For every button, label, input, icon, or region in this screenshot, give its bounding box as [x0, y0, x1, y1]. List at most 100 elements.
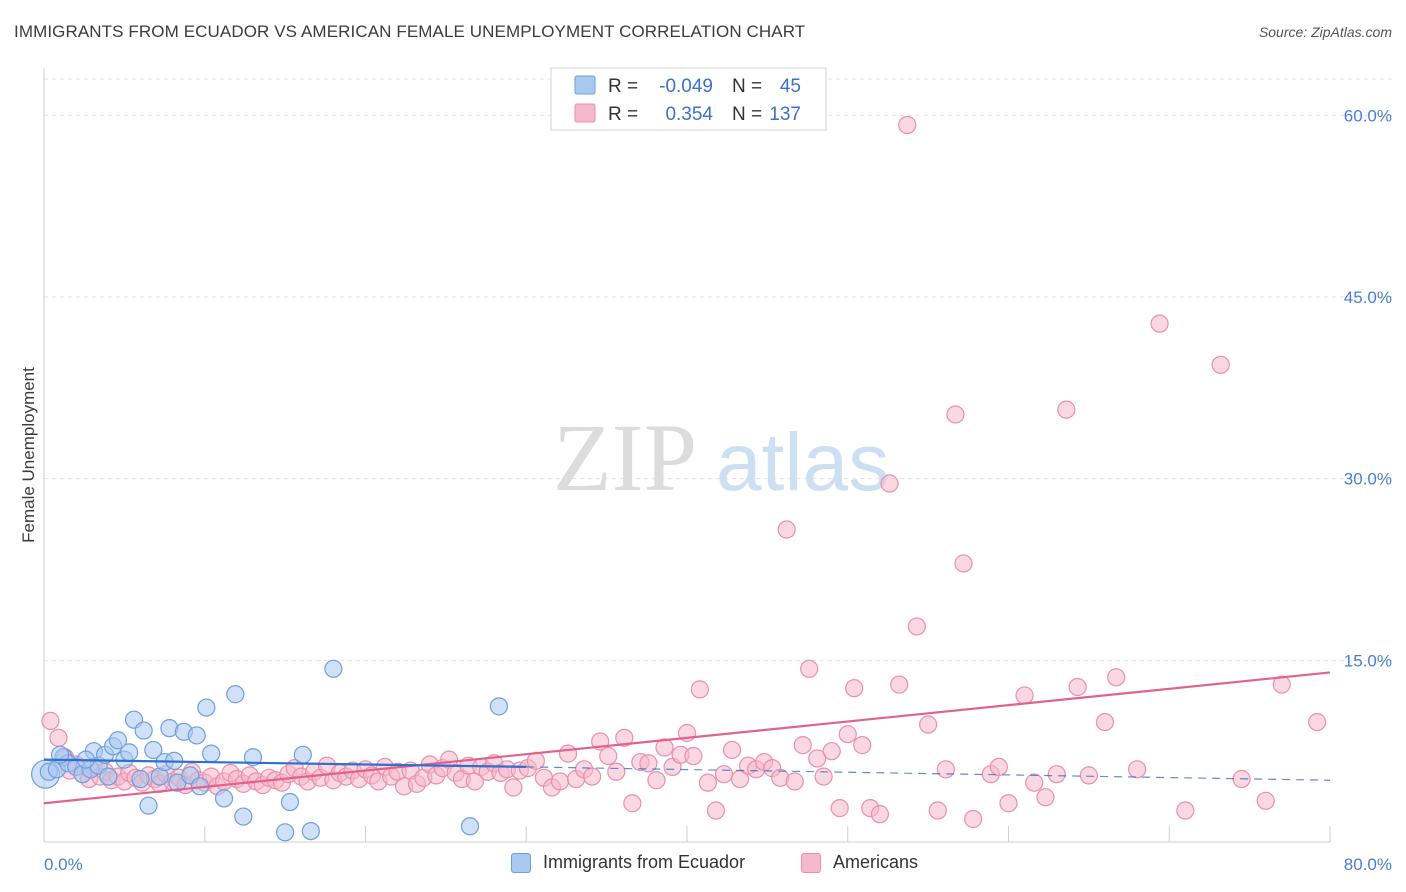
ecuador-point: [187, 726, 206, 745]
ecuador-point: [134, 721, 153, 740]
americans-point: [49, 728, 68, 747]
legend-n-label-americans: N =: [732, 104, 762, 125]
americans-point: [999, 794, 1018, 813]
americans-point: [1036, 788, 1055, 807]
ecuador-point: [234, 807, 253, 826]
americans-point: [1095, 712, 1115, 732]
legend-label-americans: Americans: [833, 852, 919, 872]
legend-label-ecuador: Immigrants from Ecuador: [543, 852, 746, 872]
americans-point: [785, 772, 804, 791]
americans-point: [615, 728, 634, 747]
americans-point: [793, 736, 812, 755]
ecuador-trend-line-extension: [526, 766, 1331, 781]
americans-points: [41, 115, 1327, 829]
americans-point: [558, 744, 578, 763]
ecuador-point: [144, 740, 163, 760]
americans-point: [898, 115, 917, 135]
ecuador-point: [301, 821, 320, 841]
y-axis-label: Female Unemployment: [19, 367, 38, 543]
americans-point: [777, 520, 796, 539]
legend-item-americans[interactable]: Americans: [801, 852, 918, 873]
ecuador-point: [276, 823, 295, 842]
americans-point: [722, 740, 742, 760]
x-tick-label-min: 0.0%: [44, 855, 83, 874]
ecuador-point: [324, 659, 343, 678]
americans-point: [964, 809, 983, 829]
americans-point: [583, 767, 602, 786]
legend-item-ecuador[interactable]: Immigrants from Ecuador: [511, 852, 745, 873]
americans-point: [1211, 355, 1230, 374]
americans-point: [607, 762, 626, 781]
americans-point: [1015, 686, 1034, 705]
americans-point: [706, 801, 726, 820]
legend-r-label-ecuador: R =: [608, 76, 638, 97]
ecuador-point: [243, 748, 263, 767]
legend-swatch-ecuador-bottom: [511, 852, 531, 873]
americans-point: [1079, 766, 1098, 785]
watermark: ZIP atlas: [553, 404, 889, 511]
legend-r-value-ecuador: -0.049: [659, 76, 713, 97]
americans-point: [845, 679, 864, 698]
watermark-atlas: atlas: [716, 417, 889, 508]
ecuador-point: [280, 792, 300, 812]
americans-point: [698, 773, 717, 792]
ecuador-point: [202, 744, 221, 763]
americans-point: [1057, 400, 1076, 419]
americans-point: [919, 715, 938, 734]
ecuador-point: [197, 698, 216, 717]
legend-n-value-ecuador: 45: [780, 76, 801, 97]
americans-point: [1127, 760, 1147, 779]
americans-point: [41, 711, 60, 730]
americans-point: [800, 659, 819, 678]
americans-point: [684, 746, 703, 766]
americans-point: [822, 742, 841, 761]
americans-point: [946, 405, 965, 424]
americans-point: [714, 765, 734, 784]
americans-point: [830, 798, 849, 818]
y-tick-label: 30.0%: [1344, 470, 1392, 489]
americans-point: [1047, 765, 1066, 784]
ecuador-point: [214, 789, 234, 808]
americans-point: [936, 760, 955, 779]
americans-point: [1025, 773, 1044, 792]
series-legend: Immigrants from Ecuador Americans: [0, 850, 1406, 880]
ecuador-trend-line: [43, 758, 527, 769]
legend-swatch-americans: [574, 103, 596, 123]
ecuador-point: [108, 731, 128, 750]
trend-lines: [43, 671, 1331, 805]
legend-r-label-americans: R =: [608, 104, 638, 125]
ecuador-point: [120, 743, 139, 762]
source-label: Source: ZipAtlas.com: [1258, 24, 1392, 40]
americans-point: [838, 725, 857, 744]
americans-point: [647, 771, 666, 790]
legend-n-value-americans: 137: [769, 104, 801, 125]
americans-point: [599, 746, 618, 766]
americans-point: [808, 749, 827, 768]
americans-point: [907, 617, 926, 636]
americans-point: [989, 757, 1008, 777]
correlation-legend: R = -0.049 N = 45 R = 0.354 N = 137: [550, 67, 827, 131]
americans-point: [853, 736, 872, 755]
legend-n-label-ecuador: N =: [732, 76, 762, 97]
americans-trend-line: [43, 671, 1331, 805]
y-tick-label: 15.0%: [1344, 651, 1392, 670]
ecuador-point: [139, 796, 158, 815]
gridlines: [44, 78, 1392, 661]
americans-point: [1272, 675, 1291, 694]
americans-point: [814, 767, 833, 786]
americans-point: [1150, 314, 1169, 333]
legend-swatch-ecuador: [574, 75, 596, 95]
x-axis-ticks: [204, 826, 1331, 842]
x-tick-label-max: 80.0%: [1344, 855, 1392, 874]
americans-point: [639, 754, 658, 773]
americans-point: [550, 772, 570, 791]
chart-title: IMMIGRANTS FROM ECUADOR VS AMERICAN FEMA…: [14, 22, 806, 41]
americans-point: [623, 794, 642, 813]
ecuador-point: [131, 769, 150, 789]
americans-point: [1256, 791, 1275, 810]
ecuador-point: [226, 685, 245, 704]
y-tick-label: 45.0%: [1344, 288, 1392, 307]
legend-swatch-americans-bottom: [801, 852, 821, 873]
americans-point: [870, 805, 890, 824]
